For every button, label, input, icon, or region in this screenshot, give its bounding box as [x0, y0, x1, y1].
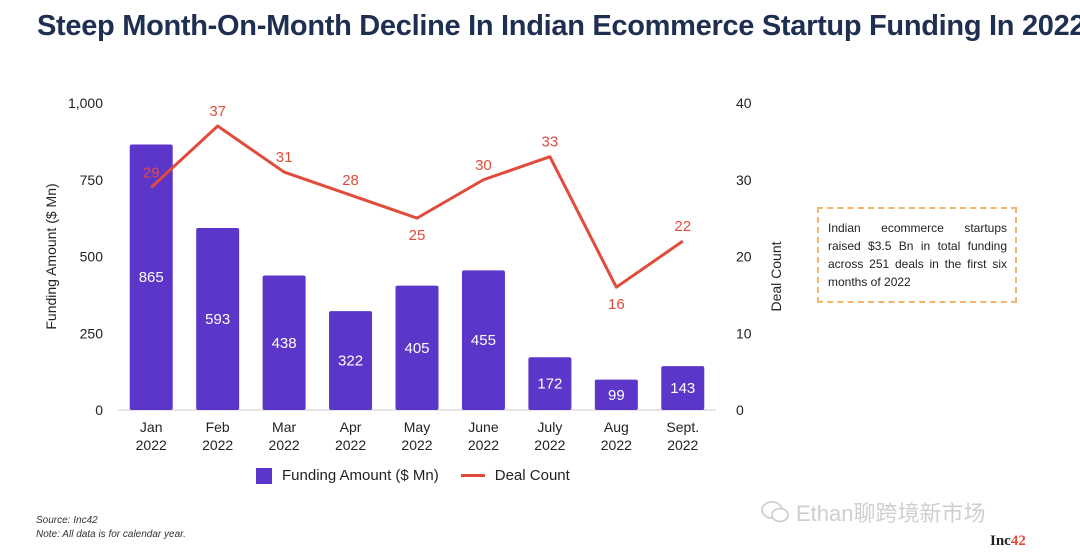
legend: Funding Amount ($ Mn) Deal Count: [256, 467, 570, 484]
funding-bar: [196, 227, 240, 410]
deal-count-line: [150, 124, 684, 289]
deal-count-label: 37: [209, 103, 226, 120]
deal-count-label: 25: [409, 227, 426, 244]
x-tick-label-year: 2022: [202, 437, 233, 453]
deal-count-label: 31: [276, 149, 293, 166]
funding-bar: [262, 275, 306, 410]
chat-bubble-icon: [761, 501, 789, 523]
inc42-logo: Inc42: [990, 533, 1026, 550]
y-axis-title: Funding Amount ($ Mn): [43, 183, 59, 329]
y-tick-label: 750: [80, 172, 104, 188]
x-tick-label: July: [537, 419, 562, 435]
y2-tick-label: 30: [736, 172, 752, 188]
bar-value-label: 593: [205, 311, 230, 328]
legend-bar-swatch: [256, 467, 272, 484]
funding-bar: [395, 285, 439, 410]
deal-count-label: 33: [542, 134, 559, 151]
y2-axis-title: Deal Count: [768, 241, 784, 311]
deal-count-label: 22: [674, 218, 691, 235]
x-tick-label-year: 2022: [534, 437, 565, 453]
bar-value-label: 172: [537, 376, 562, 393]
deal-count-label: 29: [143, 164, 160, 181]
annotation-text: Indian ecommerce startups raised $3.5 Bn…: [828, 221, 1007, 289]
y2-tick-label: 0: [736, 402, 744, 418]
funding-bar: [129, 144, 173, 410]
funding-bar: [594, 379, 638, 410]
x-tick-label-year: 2022: [468, 437, 499, 453]
annotation-box: Indian ecommerce startups raised $3.5 Bn…: [817, 207, 1017, 303]
x-tick-label-year: 2022: [401, 437, 432, 453]
funding-bar: [461, 270, 505, 410]
y2-tick-label: 20: [736, 249, 752, 265]
bar-value-label: 99: [608, 387, 625, 404]
bar-value-label: 438: [272, 335, 297, 352]
bar-value-label: 865: [139, 269, 164, 286]
x-tick-label-year: 2022: [335, 437, 366, 453]
legend-line-label: Deal Count: [494, 467, 570, 484]
funding-bar: [329, 311, 373, 410]
y-tick-label: 500: [80, 249, 104, 265]
legend-bar-label: Funding Amount ($ Mn): [282, 467, 439, 484]
y-tick-label: 1,000: [68, 95, 103, 111]
x-tick-label: May: [404, 419, 430, 435]
watermark-text: Ethan聊跨境新市场: [796, 501, 986, 526]
y-tick-label: 0: [95, 402, 103, 418]
note-text: Note: All data is for calendar year.: [36, 529, 186, 540]
deal-count-label: 16: [608, 296, 625, 313]
x-tick-label: Feb: [206, 419, 230, 435]
x-tick-label-year: 2022: [269, 437, 300, 453]
deal-count-label: 28: [342, 172, 359, 189]
bar-value-label: 455: [471, 332, 496, 349]
x-tick-label: Aug: [604, 419, 629, 435]
legend-line-swatch: [460, 474, 485, 477]
x-tick-label: Mar: [272, 419, 296, 435]
logo-text: Inc: [990, 533, 1011, 549]
chart-title: Steep Month-On-Month Decline In Indian E…: [37, 10, 1080, 42]
bar-value-label: 143: [670, 380, 695, 397]
x-tick-label-year: 2022: [601, 437, 632, 453]
y2-tick-label: 40: [736, 95, 752, 111]
bar-value-label: 405: [404, 340, 429, 357]
x-tick-label: Sept.: [666, 419, 699, 435]
funding-bar: [661, 366, 705, 410]
x-tick-label: Jan: [140, 419, 163, 435]
deal-count-label: 30: [475, 157, 492, 174]
source-text: Source: Inc42: [36, 515, 98, 526]
y-tick-label: 250: [80, 325, 104, 341]
x-tick-label-year: 2022: [667, 437, 698, 453]
x-tick-label: June: [468, 419, 499, 435]
funding-bar: [528, 357, 572, 410]
watermark: Ethan聊跨境新市场: [760, 496, 986, 528]
x-tick-label-year: 2022: [136, 437, 167, 453]
y2-tick-label: 10: [736, 325, 752, 341]
bar-value-label: 322: [338, 353, 363, 370]
logo-number: 42: [1010, 533, 1026, 549]
x-tick-label: Apr: [340, 419, 362, 435]
source-note: Source: Inc42 Note: All data is for cale…: [36, 514, 186, 542]
